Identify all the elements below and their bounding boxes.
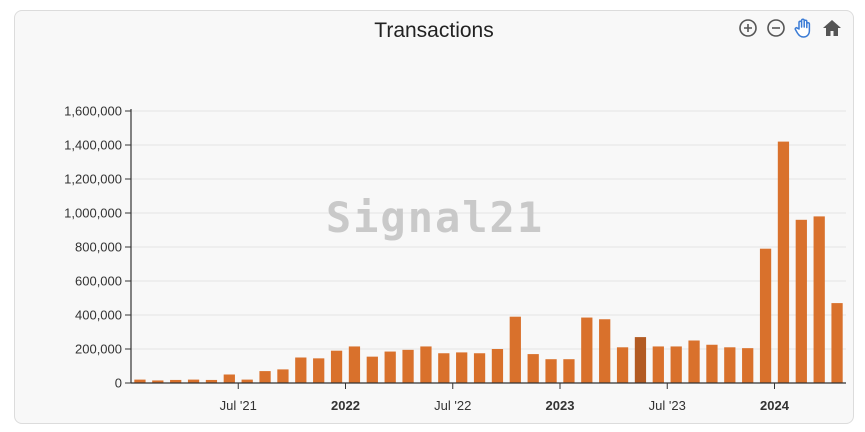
zoom-out-icon[interactable] [765,17,787,39]
bar-2023-01[interactable] [563,359,575,383]
home-icon[interactable] [821,17,843,39]
bar-2022-07[interactable] [456,352,468,383]
bar-2023-02[interactable] [581,317,593,383]
y-tick-label: 200,000 [75,342,122,357]
chart-toolbar [737,17,843,39]
bar-2021-04[interactable] [187,379,200,383]
bar-2021-11[interactable] [313,358,325,383]
bar-2023-12[interactable] [759,248,772,383]
bar-2023-09[interactable] [706,344,718,383]
bar-2021-01[interactable] [134,379,146,383]
y-tick-label: 1,000,000 [64,206,122,221]
y-tick-label: 1,400,000 [64,138,122,153]
bar-2022-03[interactable] [384,351,396,383]
bar-2021-06[interactable] [223,374,235,384]
y-tick-label: 1,200,000 [64,172,122,187]
bar-2021-02[interactable] [152,380,164,383]
bar-2022-12[interactable] [545,359,557,383]
y-axis-ticks: 0 200,000 400,000 600,000 800,000 1,000,000 1,… [64,104,131,391]
bar-2021-05[interactable] [205,379,218,383]
bar-2023-06[interactable] [652,346,664,383]
chart-card: Transactions [14,10,854,424]
bar-2021-07[interactable] [241,379,253,383]
y-tick-label: 1,600,000 [64,104,122,119]
x-axis-ticks: Jul '21 2022 Jul '22 2023 Jul '23 2024 [220,383,790,413]
bar-2024-01[interactable] [777,141,790,383]
y-tick-label: 600,000 [75,274,122,289]
bar-2021-08[interactable] [259,371,271,383]
watermark-text: Signal21 [326,193,544,242]
zoom-in-icon[interactable] [737,17,759,39]
bar-2022-08[interactable] [473,353,486,383]
bar-2023-08[interactable] [688,340,700,384]
bar-2023-03[interactable] [599,319,611,383]
bar-2022-10[interactable] [509,316,521,383]
bar-2021-03[interactable] [170,379,182,383]
x-tick-label: 2022 [331,398,360,413]
bar-2022-02[interactable] [366,356,378,383]
bar-2023-07[interactable] [670,346,682,383]
bar-2023-05[interactable] [634,337,647,383]
bar-2022-04[interactable] [402,349,414,383]
y-tick-label: 800,000 [75,240,122,255]
bar-2023-10[interactable] [724,347,736,383]
x-tick-label: Jul '23 [649,398,686,413]
x-tick-label: 2024 [760,398,790,413]
bar-2023-04[interactable] [616,347,629,383]
bar-2023-11[interactable] [742,348,754,383]
y-tick-label: 0 [115,376,122,391]
bar-2022-11[interactable] [527,354,539,383]
bar-2024-03[interactable] [813,216,825,383]
bar-2024-02[interactable] [795,219,807,383]
x-tick-label: Jul '21 [220,398,257,413]
bars [134,141,843,384]
bar-2021-10[interactable] [295,357,307,384]
axes [130,109,846,384]
y-tick-label: 400,000 [75,308,122,323]
chart-title: Transactions [374,19,494,42]
bar-2021-12[interactable] [330,350,343,383]
bar-2021-09[interactable] [277,369,289,383]
x-tick-label: Jul '22 [434,398,471,413]
bar-2022-01[interactable] [348,346,361,383]
x-tick-label: 2023 [546,398,575,413]
bar-2022-09[interactable] [491,349,504,383]
bar-2022-06[interactable] [438,353,450,383]
bar-2022-05[interactable] [420,346,432,383]
pan-hand-icon[interactable] [793,17,815,39]
bar-2024-04[interactable] [831,303,843,383]
